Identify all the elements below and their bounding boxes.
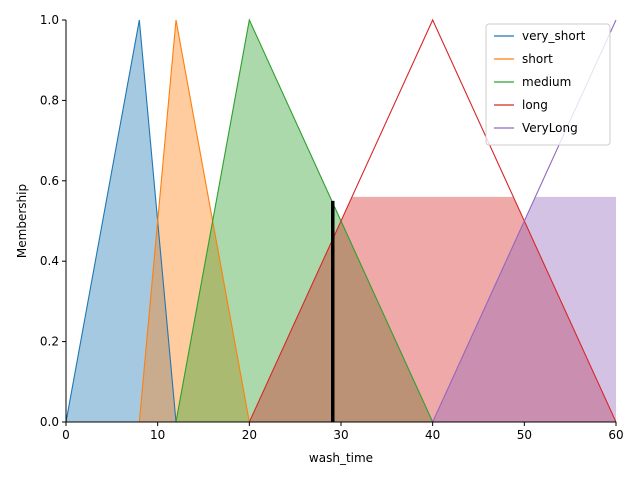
y-tick-label: 0.2 [40, 335, 59, 349]
legend-label-medium: medium [522, 75, 571, 89]
y-axis-label: Membership [15, 184, 29, 258]
x-tick-label: 0 [62, 428, 70, 442]
y-tick-label: 1.0 [40, 13, 59, 27]
y-tick-label: 0.8 [40, 93, 59, 107]
fill-long [66, 196, 616, 422]
x-tick-label: 10 [150, 428, 165, 442]
x-tick-label: 40 [425, 428, 440, 442]
y-tick-label: 0.0 [40, 415, 59, 429]
x-tick-label: 30 [333, 428, 348, 442]
x-tick-label: 20 [242, 428, 257, 442]
fill-VeryLong [66, 196, 616, 422]
fill-medium [176, 20, 433, 422]
x-tick-label: 50 [517, 428, 532, 442]
legend-label-very_short: very_short [522, 29, 586, 43]
legend-box [485, 23, 611, 146]
x-axis-label: wash_time [309, 451, 373, 465]
legend-label-short: short [522, 52, 553, 66]
y-tick-label: 0.4 [40, 254, 59, 268]
legend-label-long: long [522, 98, 548, 112]
y-ticks: 0.0 0.2 0.4 0.6 0.8 1.0 [40, 13, 66, 429]
x-tick-label: 60 [608, 428, 623, 442]
y-tick-label: 0.6 [40, 174, 59, 188]
legend-label-VeryLong: VeryLong [522, 121, 578, 135]
x-ticks: 0 10 20 30 40 50 60 [62, 422, 624, 442]
